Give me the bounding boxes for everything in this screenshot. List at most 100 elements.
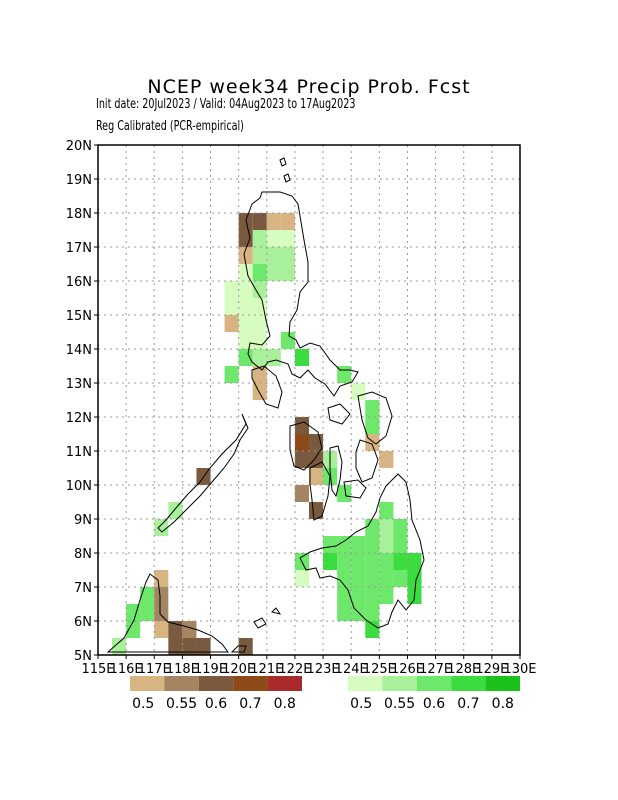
legend: 0.5 0.55 0.6 0.7 0.8 0.5 0.55 0.6 0.7 0.8 bbox=[130, 676, 520, 712]
lat-label: 13N bbox=[66, 377, 92, 392]
prob-cell bbox=[379, 519, 394, 536]
prob-cell bbox=[294, 485, 309, 502]
latitude-labels: 5N 6N 7N 8N 9N 10N 11N 12N 13N 14N 15N 16N 17N 18N 19N… bbox=[66, 139, 98, 664]
lon-label: 126E bbox=[391, 662, 424, 677]
negros-coast bbox=[309, 461, 331, 521]
prob-cell bbox=[365, 519, 380, 536]
longitude-labels: 115E116E117E118E119E120E121E122E123E124E… bbox=[81, 655, 537, 677]
mindoro-coast bbox=[251, 365, 283, 409]
prob-cell bbox=[224, 281, 239, 298]
prob-cell bbox=[252, 315, 267, 332]
prob-cell bbox=[168, 621, 183, 638]
prob-cell bbox=[393, 553, 408, 570]
prob-cell bbox=[224, 366, 239, 383]
prob-cell bbox=[323, 553, 338, 570]
map-title: NCEP week34 Precip Prob. Fcst bbox=[147, 76, 471, 98]
prob-cell bbox=[337, 570, 352, 587]
lat-label: 14N bbox=[66, 343, 92, 358]
prob-cell bbox=[351, 553, 366, 570]
prob-cell bbox=[154, 570, 169, 587]
prob-cell bbox=[238, 230, 253, 247]
above-legend-swatch bbox=[416, 676, 452, 691]
prob-cell bbox=[379, 502, 394, 519]
borneo-coast bbox=[106, 573, 229, 653]
below-legend-label: 0.8 bbox=[274, 696, 296, 712]
lon-label: 115E bbox=[81, 662, 114, 677]
map-frame bbox=[97, 144, 521, 656]
prob-cell bbox=[407, 553, 422, 570]
lat-label: 19N bbox=[66, 173, 92, 188]
mindanao-coast bbox=[299, 473, 425, 629]
prob-cell bbox=[365, 417, 380, 434]
prob-cell bbox=[182, 638, 197, 655]
lon-label: 129E bbox=[475, 662, 508, 677]
prob-cell bbox=[294, 434, 309, 451]
prob-cell bbox=[365, 536, 380, 553]
bohol-coast bbox=[343, 479, 367, 499]
prob-cell bbox=[154, 621, 169, 638]
prob-cell bbox=[294, 451, 309, 468]
lon-label: 124E bbox=[335, 662, 368, 677]
prob-cell bbox=[337, 553, 352, 570]
above-legend-swatch bbox=[382, 676, 417, 691]
lat-label: 16N bbox=[66, 275, 92, 290]
lat-label: 9N bbox=[74, 513, 92, 528]
lon-label: 121E bbox=[250, 662, 283, 677]
lat-lon-grid bbox=[98, 145, 520, 655]
coastline bbox=[106, 157, 425, 653]
prob-cell bbox=[112, 638, 127, 655]
prob-cell bbox=[238, 264, 253, 281]
prob-cell bbox=[379, 587, 394, 604]
prob-cell bbox=[238, 349, 253, 366]
prob-cell bbox=[238, 298, 253, 315]
panay-coast bbox=[289, 421, 323, 471]
prob-cell bbox=[126, 604, 141, 621]
lat-label: 17N bbox=[66, 241, 92, 256]
prob-cell bbox=[393, 570, 408, 587]
lat-label: 15N bbox=[66, 309, 92, 324]
prob-cell bbox=[294, 349, 309, 366]
lon-label: 116E bbox=[110, 662, 143, 677]
prob-cell bbox=[126, 621, 141, 638]
below-legend-swatch bbox=[267, 676, 302, 691]
prob-cell bbox=[337, 536, 352, 553]
lon-label: 120E bbox=[222, 662, 255, 677]
prob-cell bbox=[238, 315, 253, 332]
prob-cell bbox=[238, 281, 253, 298]
prob-cell bbox=[294, 570, 309, 587]
prob-cell bbox=[224, 298, 239, 315]
prob-cell bbox=[280, 332, 295, 349]
samar-coast bbox=[357, 391, 393, 445]
lon-label: 117E bbox=[138, 662, 171, 677]
below-legend-label: 0.55 bbox=[166, 696, 197, 712]
lat-label: 12N bbox=[66, 411, 92, 426]
prob-cell bbox=[280, 213, 295, 230]
prob-cell bbox=[266, 264, 281, 281]
lon-label: 130E bbox=[503, 662, 536, 677]
prob-cell bbox=[266, 230, 281, 247]
prob-cell bbox=[294, 417, 309, 434]
above-legend-label: 0.8 bbox=[492, 696, 514, 712]
prob-cell bbox=[351, 383, 366, 400]
prob-cell bbox=[266, 349, 281, 366]
prob-cell bbox=[393, 519, 408, 536]
prob-cell bbox=[182, 621, 197, 638]
prob-cell bbox=[168, 502, 183, 519]
prob-cell bbox=[154, 519, 169, 536]
prob-cell bbox=[252, 366, 267, 383]
below-legend-label: 0.5 bbox=[132, 696, 154, 712]
prob-cell bbox=[337, 485, 352, 502]
below-legend-label: 0.7 bbox=[239, 696, 261, 712]
prob-cell bbox=[337, 604, 352, 621]
below-legend-label: 0.6 bbox=[205, 696, 227, 712]
masbate-coast bbox=[327, 403, 351, 425]
init-valid-dates: Init date: 20Jul2023 / Valid: 04Aug2023 … bbox=[96, 97, 356, 112]
prob-cell bbox=[252, 298, 267, 315]
prob-cell bbox=[365, 621, 380, 638]
prob-cell bbox=[252, 383, 267, 400]
below-legend-swatch bbox=[130, 676, 165, 691]
prob-cell bbox=[238, 247, 253, 264]
prob-cell bbox=[252, 332, 267, 349]
prob-cell bbox=[238, 332, 253, 349]
above-legend-swatch bbox=[348, 676, 383, 691]
